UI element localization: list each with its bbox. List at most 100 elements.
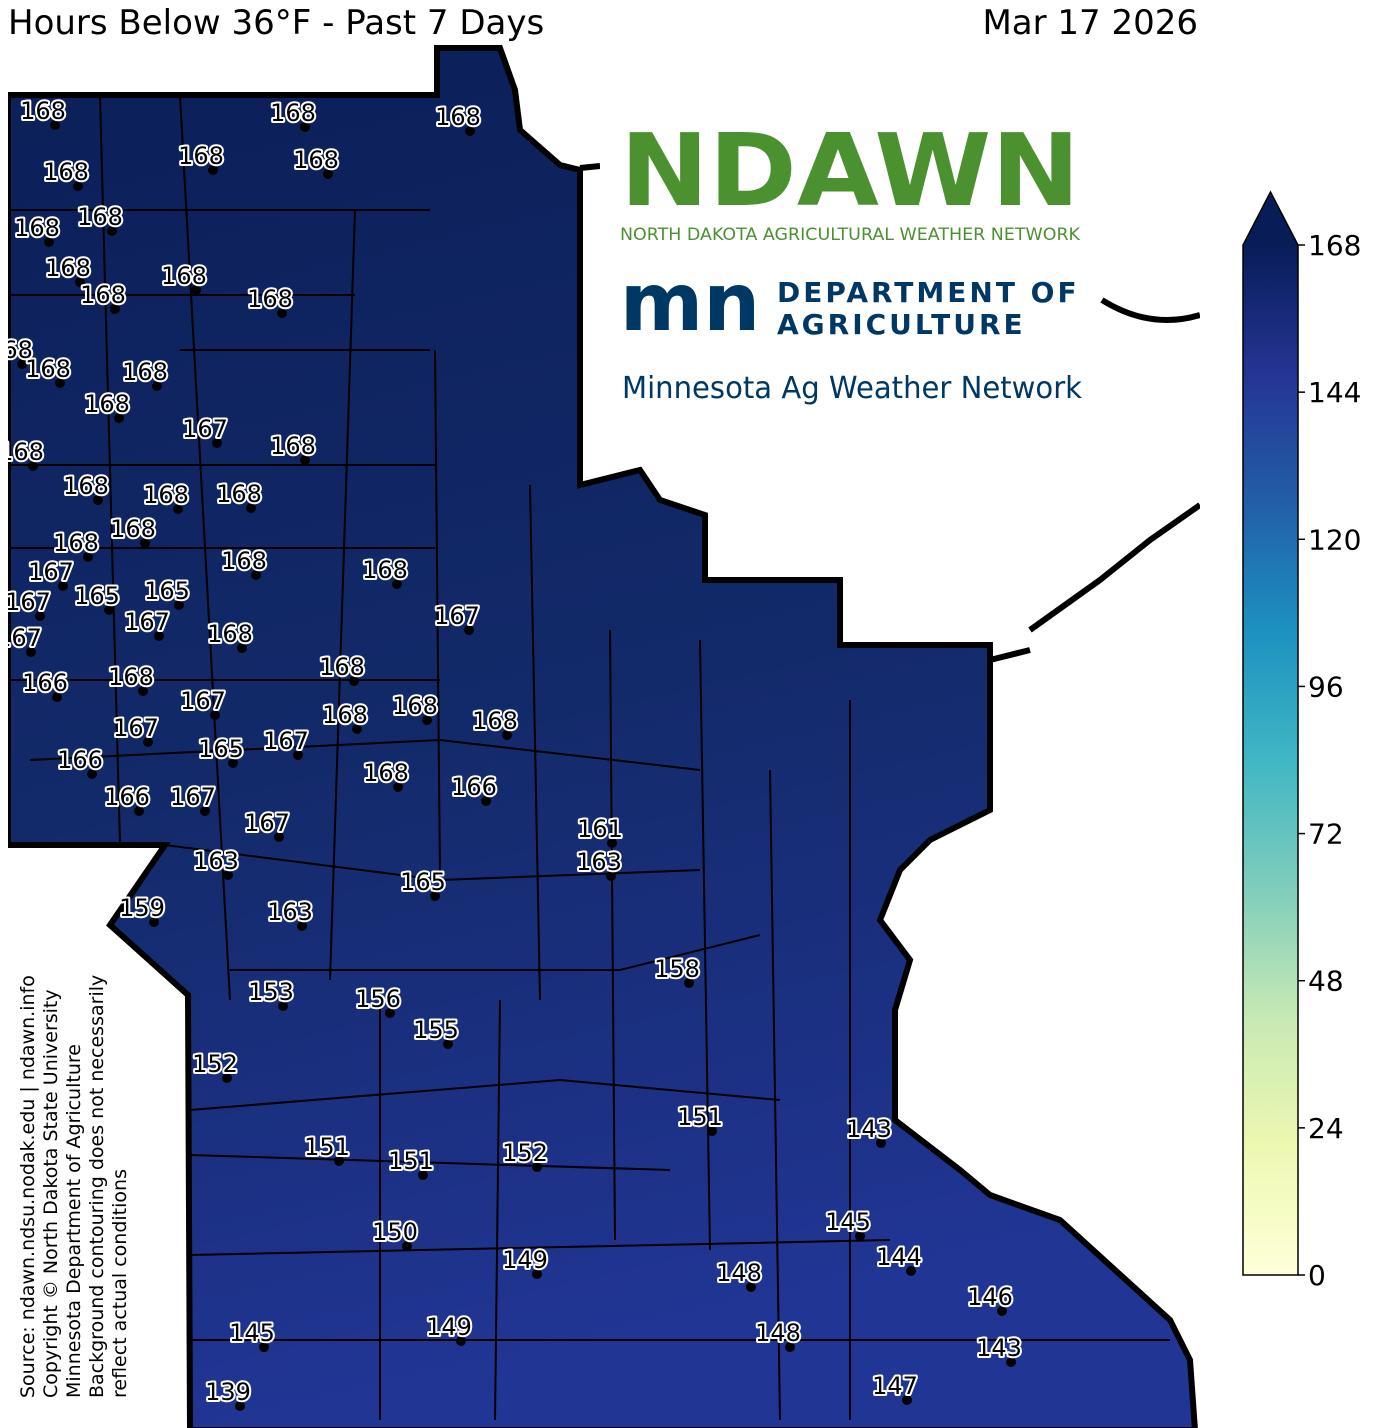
station-dot bbox=[385, 1008, 395, 1018]
mawn-name: Minnesota Ag Weather Network bbox=[622, 371, 1083, 406]
station-dot bbox=[75, 277, 85, 287]
station-value: 168 bbox=[0, 438, 44, 466]
station-value: 167 bbox=[0, 624, 42, 652]
shoreline bbox=[579, 163, 1200, 663]
station-value: 147 bbox=[872, 1372, 918, 1400]
station-dot bbox=[456, 1336, 466, 1346]
colorbar-tick-label: 24 bbox=[1308, 1112, 1344, 1145]
station-dot bbox=[997, 1306, 1007, 1316]
station-value: 168 bbox=[319, 653, 365, 681]
station-dot bbox=[707, 1126, 717, 1136]
station-value: 168 bbox=[392, 692, 438, 720]
dept-line2: AGRICULTURE bbox=[777, 308, 1026, 341]
station-value: 139 bbox=[205, 1378, 251, 1406]
station-value: 152 bbox=[502, 1139, 548, 1167]
station-dot bbox=[684, 978, 694, 988]
station-value: 168 bbox=[45, 254, 91, 282]
station-value: 165 bbox=[400, 868, 446, 896]
ndawn-logo: NDAWN bbox=[620, 112, 1080, 229]
station-value: 159 bbox=[119, 894, 165, 922]
station-value: 163 bbox=[576, 848, 622, 876]
station-value: 167 bbox=[170, 783, 216, 811]
station-dot bbox=[274, 832, 284, 842]
station-dot bbox=[173, 504, 183, 514]
stations: 168 168 168 168 168 168 168 168 168 168 168 168 168 1… bbox=[0, 95, 1024, 1411]
station-value: 168 bbox=[472, 707, 518, 735]
station-value: 153 bbox=[248, 978, 294, 1006]
station-dot bbox=[352, 724, 362, 734]
source-note: Source: ndawn.ndsu.nodak.edu | ndawn.inf… bbox=[17, 975, 131, 1398]
station-dot bbox=[50, 120, 60, 130]
station-value: 168 bbox=[110, 515, 156, 543]
station-dot bbox=[532, 1162, 542, 1172]
station-dot bbox=[876, 1138, 886, 1148]
station-dot bbox=[465, 126, 475, 136]
map-area: 168 168 168 168 168 168 168 168 168 168 168 168 168 1… bbox=[0, 45, 1200, 1428]
station-dot bbox=[464, 625, 474, 635]
station-dot bbox=[83, 552, 93, 562]
station-dot bbox=[746, 1282, 756, 1292]
colorbar-tick-label: 0 bbox=[1308, 1259, 1326, 1292]
station-value: 166 bbox=[104, 783, 150, 811]
station-value: 168 bbox=[322, 701, 368, 729]
source-line: Copyright © North Dakota State Universit… bbox=[40, 989, 62, 1398]
station-value: 148 bbox=[716, 1259, 762, 1287]
station-dot bbox=[430, 891, 440, 901]
station-dot bbox=[52, 692, 62, 702]
station-dot bbox=[110, 304, 120, 314]
station-dot bbox=[28, 461, 38, 471]
station-value: 168 bbox=[293, 146, 339, 174]
station-value: 168 bbox=[43, 158, 89, 186]
station-value: 148 bbox=[755, 1319, 801, 1347]
station-dot bbox=[87, 769, 97, 779]
station-dot bbox=[212, 438, 222, 448]
map-date: Mar 17 2026 bbox=[982, 3, 1198, 43]
station-value: 168 bbox=[207, 620, 253, 648]
station-value: 167 bbox=[263, 727, 309, 755]
station-value: 165 bbox=[144, 577, 190, 605]
logo-block: NDAWN NORTH DAKOTA AGRICULTURAL WEATHER … bbox=[600, 100, 1100, 440]
station-dot bbox=[134, 806, 144, 816]
source-line: Minnesota Department of Agriculture bbox=[63, 1044, 85, 1398]
ndawn-subtitle: NORTH DAKOTA AGRICULTURAL WEATHER NETWOR… bbox=[620, 225, 1081, 245]
station-value: 156 bbox=[355, 985, 401, 1013]
station-dot bbox=[277, 308, 287, 318]
station-value: 146 bbox=[967, 1283, 1013, 1311]
station-value: 168 bbox=[122, 358, 168, 386]
station-value: 168 bbox=[108, 663, 154, 691]
station-dot bbox=[251, 570, 261, 580]
station-dot bbox=[606, 871, 616, 881]
station-dot bbox=[237, 643, 247, 653]
station-value: 152 bbox=[192, 1050, 238, 1078]
station-dot bbox=[191, 285, 201, 295]
station-dot bbox=[143, 737, 153, 747]
logo-background bbox=[600, 100, 1100, 440]
station-dot bbox=[140, 538, 150, 548]
station-dot bbox=[422, 715, 432, 725]
station-value: 168 bbox=[20, 97, 66, 125]
station-value: 143 bbox=[846, 1115, 892, 1143]
station-value: 168 bbox=[362, 556, 408, 584]
station-value: 168 bbox=[143, 481, 189, 509]
station-dot bbox=[481, 796, 491, 806]
station-value: 168 bbox=[270, 432, 316, 460]
station-value: 149 bbox=[502, 1246, 548, 1274]
station-value: 167 bbox=[5, 588, 51, 616]
station-value: 144 bbox=[876, 1243, 922, 1271]
station-dot bbox=[200, 806, 210, 816]
station-dot bbox=[502, 730, 512, 740]
station-value: 168 bbox=[247, 285, 293, 313]
station-value: 151 bbox=[677, 1103, 723, 1131]
station-value: 168 bbox=[84, 390, 130, 418]
colorbar-scale bbox=[1243, 245, 1298, 1275]
station-dot bbox=[402, 1241, 412, 1251]
station-dot bbox=[114, 413, 124, 423]
station-dot bbox=[443, 1039, 453, 1049]
station-dot bbox=[174, 600, 184, 610]
station-value: 149 bbox=[426, 1313, 472, 1341]
station-dot bbox=[104, 605, 114, 615]
station-dot bbox=[323, 169, 333, 179]
station-dot bbox=[154, 631, 164, 641]
station-dot bbox=[855, 1231, 865, 1241]
